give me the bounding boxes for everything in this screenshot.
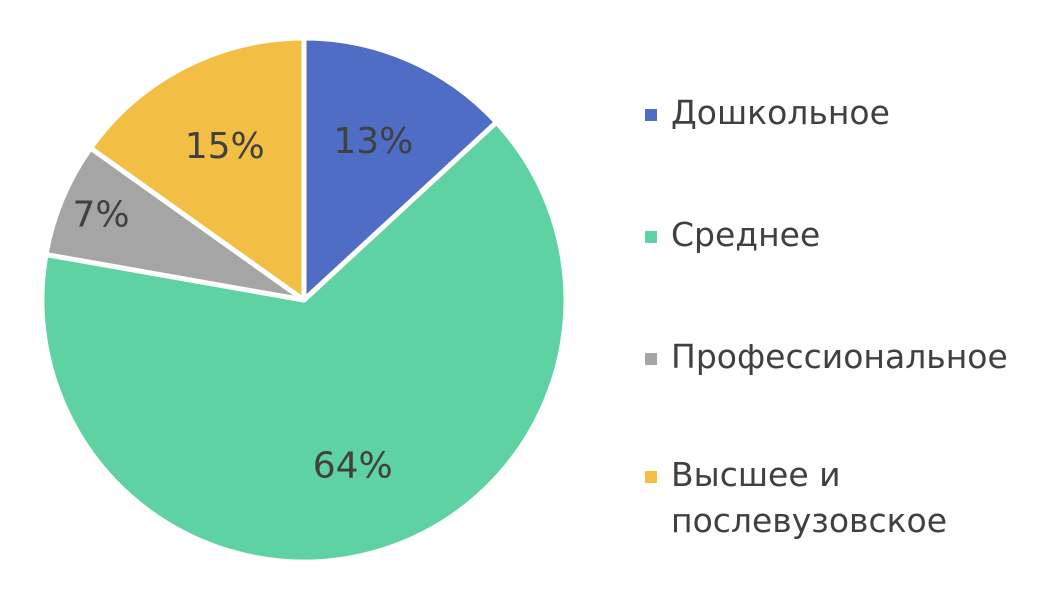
legend-label-0: Дошкольное	[671, 93, 890, 132]
legend-swatch-0	[645, 109, 657, 121]
legend-item-1: Среднее	[645, 212, 1031, 258]
legend-swatch-1	[645, 231, 657, 243]
pie-slices	[39, 35, 569, 565]
pie-data-labels: 13% 64% 7% 15%	[72, 121, 413, 486]
data-label-secondary: 64%	[313, 445, 393, 486]
pie-slice-higher	[88, 35, 307, 303]
legend-item-0: Дошкольное	[645, 90, 1031, 136]
data-label-professional: 7%	[72, 194, 129, 235]
legend-label-3: Высшее и послевузовское	[671, 455, 948, 540]
data-label-preschool: 13%	[333, 121, 413, 162]
legend-label-2: Профессиональное	[671, 337, 1008, 376]
pie-slice-secondary	[39, 119, 569, 565]
data-label-higher: 15%	[185, 126, 265, 167]
legend-swatch-2	[645, 353, 657, 365]
legend-label-1: Среднее	[671, 215, 821, 254]
legend-swatch-3	[645, 471, 657, 483]
pie-slice-preschool	[301, 35, 499, 303]
legend-item-3: Высшее и послевузовское	[645, 452, 1031, 544]
legend-item-2: Профессиональное	[645, 334, 1031, 380]
